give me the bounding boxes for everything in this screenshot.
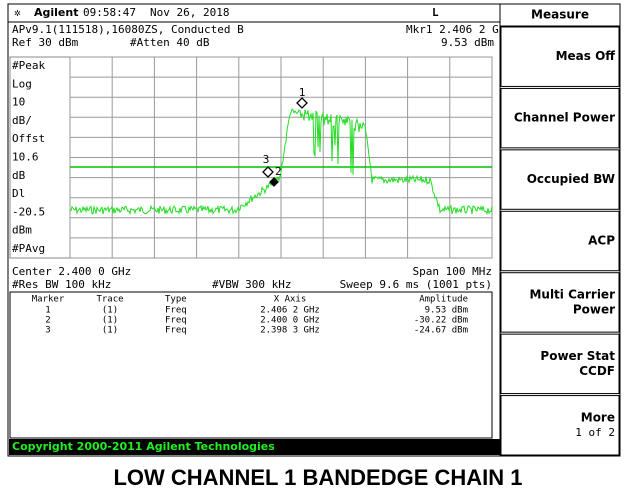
softkey[interactable] [500, 333, 620, 395]
softkey[interactable] [500, 26, 620, 87]
softkey[interactable] [500, 272, 620, 333]
table-cell: (1) [102, 316, 118, 326]
left-label: Offst [12, 132, 45, 145]
span: Span 100 MHz [413, 265, 492, 278]
table-cell: Freq [165, 306, 187, 316]
left-label: dB/ [12, 114, 32, 127]
softkey-title: Measure [531, 8, 589, 22]
softkey-label: Meas Off [556, 49, 616, 63]
left-label: 10 [12, 96, 25, 109]
marker-amplitude: 9.53 dBm [441, 36, 494, 49]
rbw: #Res BW 100 kHz [12, 278, 111, 291]
indicator: L [432, 6, 439, 19]
left-label: dBm [12, 224, 32, 237]
softkey-label: ACP [588, 234, 615, 248]
table-header: Amplitude [419, 295, 468, 305]
marker-label: 1 [299, 86, 306, 99]
sweep: Sweep 9.6 ms (1001 pts) [340, 278, 492, 291]
table-header: Type [165, 295, 187, 305]
date: Nov 26, 2018 [150, 6, 229, 19]
softkey-label: More [581, 410, 615, 424]
left-label: dB [12, 169, 26, 182]
info-line: APv9.1(111518),16080ZS, Conducted B [12, 23, 244, 36]
softkey-label: 1 of 2 [575, 426, 615, 439]
table-cell: -24.67 dBm [414, 326, 468, 336]
table-header: Marker [32, 295, 65, 305]
attenuation: #Atten 40 dB [130, 36, 210, 49]
table-cell: 9.53 dBm [425, 306, 468, 316]
table-cell: Freq [165, 316, 187, 326]
table-header: X Axis [274, 295, 307, 305]
softkey-title-box [499, 3, 621, 27]
footer-bar [9, 439, 500, 455]
marker-2 [269, 177, 279, 187]
softkey-label: Channel Power [514, 111, 615, 125]
table-frame [9, 291, 493, 439]
left-label: Dl [12, 187, 25, 200]
marker-1 [296, 97, 308, 109]
softkey-label: Power Stat [540, 349, 615, 363]
left-label: 10.6 [12, 151, 39, 164]
marker-label: 3 [263, 153, 270, 166]
table-cell: 1 [45, 306, 50, 316]
softkey-label: Power [573, 302, 615, 316]
logo-icon: ✲ [14, 6, 21, 19]
table-cell: (1) [102, 306, 118, 316]
table-header: Trace [96, 295, 123, 305]
marker-label: 2 [275, 165, 282, 178]
table-cell: 2 [45, 316, 50, 326]
table-cell: 2.406 2 GHz [260, 306, 320, 316]
ref-level: Ref 30 dBm [12, 36, 79, 49]
brand: Agilent [34, 6, 78, 19]
left-label: Log [12, 77, 32, 90]
left-label: -20.5 [12, 205, 45, 218]
caption: LOW CHANNEL 1 BANDEDGE CHAIN 1 [113, 465, 522, 490]
copyright: Copyright 2000-2011 Agilent Technologies [12, 440, 275, 453]
left-label: #Peak [12, 59, 45, 72]
table-cell: -30.22 dBm [414, 316, 468, 326]
softkey-label: Occupied BW [527, 172, 615, 186]
center-freq: Center 2.400 0 GHz [12, 265, 131, 278]
marker-3 [262, 166, 274, 178]
table-cell: Freq [165, 326, 187, 336]
vbw: #VBW 300 kHz [212, 278, 291, 291]
softkey[interactable] [500, 210, 620, 272]
table-cell: 2.398 3 GHz [260, 326, 320, 336]
softkey-label: Multi Carrier [529, 287, 615, 301]
softkey-label: CCDF [579, 364, 615, 378]
marker-readout: Mkr1 2.406 2 GHz [406, 23, 512, 36]
table-cell: (1) [102, 326, 118, 336]
softkey[interactable] [500, 395, 620, 456]
left-label: #PAvg [12, 242, 45, 255]
table-cell: 2.400 0 GHz [260, 316, 320, 326]
table-cell: 3 [45, 326, 50, 336]
trace [69, 108, 493, 216]
softkey[interactable] [500, 87, 620, 149]
softkey[interactable] [500, 149, 620, 210]
time: 09:58:47 [83, 6, 136, 19]
